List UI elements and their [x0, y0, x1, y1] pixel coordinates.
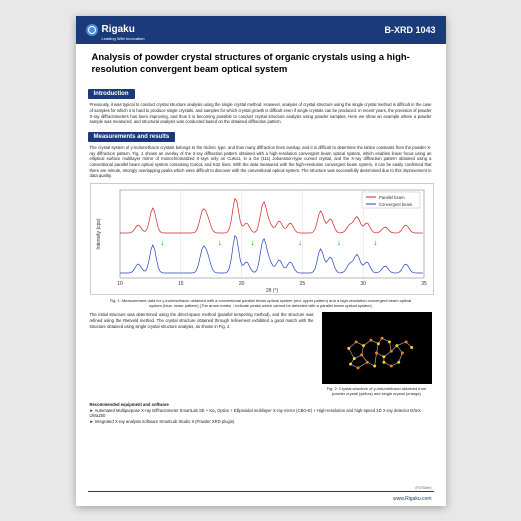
brand-tagline: Leading With Innovation [102, 36, 145, 41]
logo-icon [86, 24, 98, 36]
svg-text:20: 20 [238, 281, 244, 287]
equipment-line-2: ► Integrated X-ray analysis software Sma… [90, 419, 432, 425]
figure-2: Fig. 2: Crystal structure of γ-indometha… [322, 312, 432, 398]
document-page: Rigaku Leading With Innovation B-XRD 104… [76, 16, 446, 506]
molecule-box [322, 312, 432, 384]
document-id: B-XRD 1043 [384, 25, 435, 35]
svg-text:10: 10 [117, 281, 123, 287]
footer-code: (F0730en) [415, 486, 431, 490]
svg-text:30: 30 [360, 281, 366, 287]
svg-text:↓: ↓ [336, 238, 340, 247]
footer-url: www.Rigaku.com [393, 496, 431, 502]
xrd-chart: 10 15 20 25 30 35 2θ (°) Intensity (cps) Paralle… [90, 183, 434, 295]
svg-text:15: 15 [178, 281, 184, 287]
svg-text:Intensity (cps): Intensity (cps) [96, 218, 102, 249]
svg-text:↓: ↓ [297, 238, 301, 247]
svg-text:↓: ↓ [250, 238, 254, 247]
figure-1: 10 15 20 25 30 35 2θ (°) Intensity (cps) Paralle… [90, 183, 432, 308]
document-title: Analysis of powder crystal structures of… [76, 44, 446, 83]
equipment-block: Recommended equipment and software ► Aut… [76, 399, 446, 426]
bottom-row: The initial structure was determined usi… [76, 312, 446, 398]
svg-text:Convergent beam: Convergent beam [379, 202, 413, 207]
intro-body: Previously, it was typical to conduct cr… [76, 102, 446, 125]
measurements-body: The crystal system of γ-indomethacin cry… [76, 145, 446, 179]
chart-svg: 10 15 20 25 30 35 2θ (°) Intensity (cps) Paralle… [91, 184, 433, 294]
svg-text:↓: ↓ [373, 238, 377, 247]
molecule-svg [327, 316, 426, 381]
brand-block: Rigaku Leading With Innovation [102, 19, 145, 41]
figure-2-caption: Fig. 2: Crystal structure of γ-indometha… [322, 386, 432, 396]
section-heading-measurements: Measurements and results [88, 132, 176, 142]
footer-divider [88, 491, 434, 492]
brand-logo: Rigaku Leading With Innovation [86, 19, 145, 41]
svg-text:2θ (°): 2θ (°) [265, 288, 278, 294]
section-heading-intro: Introduction [88, 89, 135, 99]
svg-text:25: 25 [299, 281, 305, 287]
svg-text:↓: ↓ [217, 238, 221, 247]
refinement-text: The initial structure was determined usi… [90, 312, 314, 329]
equipment-line-1: ► Automated Multipurpose X-ray Diffracto… [90, 408, 432, 420]
svg-text:35: 35 [421, 281, 427, 287]
brand-name: Rigaku [102, 24, 135, 35]
figure-1-caption: Fig. 1: Measurement data for γ-indometha… [110, 298, 412, 308]
header-bar: Rigaku Leading With Innovation B-XRD 104… [76, 16, 446, 44]
svg-text:↓: ↓ [160, 238, 164, 247]
svg-text:Parallel beam: Parallel beam [379, 195, 405, 200]
